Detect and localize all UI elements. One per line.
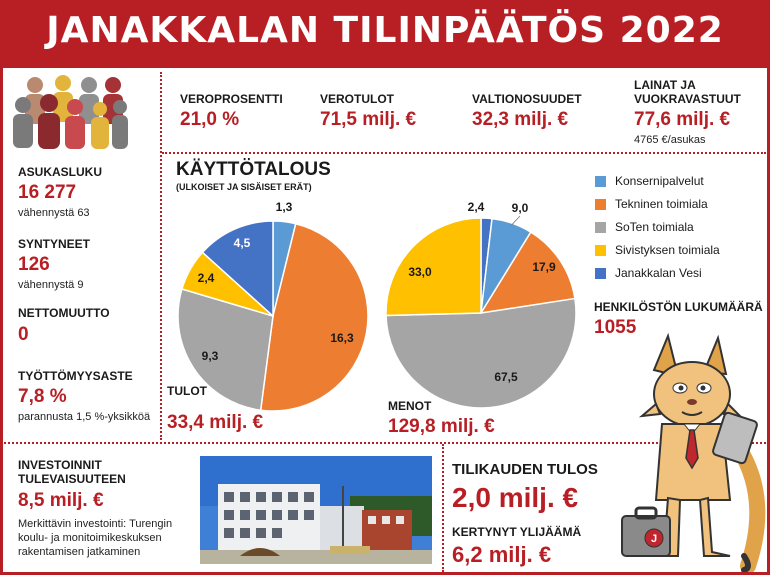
valtionosuudet-label: Valtionosuudet bbox=[472, 92, 582, 106]
investoinnit-note-line1: Merkittävin investointi: Turengin bbox=[18, 518, 173, 530]
asukasluku-value: 16 277 bbox=[18, 182, 77, 203]
header-bar bbox=[0, 0, 770, 68]
pie-label-1-2: 17,9 bbox=[532, 260, 556, 274]
divider-top-stats bbox=[162, 152, 766, 154]
veroprosentti-label: Veroprosentti bbox=[180, 92, 283, 106]
pie-label-1-4: 33,0 bbox=[408, 265, 432, 279]
kayttotalous-subtitle: (ulkoiset ja sisäiset erät) bbox=[176, 182, 312, 192]
people-icon bbox=[13, 75, 128, 149]
school-building-photo bbox=[200, 456, 432, 564]
pie-label-0-2: 9,3 bbox=[202, 349, 219, 363]
tilikauden-tulos-value: 2,0 milj. € bbox=[452, 482, 579, 513]
tyottomyys-value: 7,8 % bbox=[18, 386, 67, 407]
kertynyt-ylijaama-label: Kertynyt ylijäämä bbox=[452, 525, 582, 539]
veroprosentti-value: 21,0 % bbox=[180, 109, 240, 130]
nettomuutto-label: Nettomuutto bbox=[18, 306, 110, 320]
pie-label-1-1: 9,0 bbox=[512, 201, 529, 215]
divider-bottom bbox=[4, 442, 766, 444]
pie-label-0-4: 4,5 bbox=[234, 236, 251, 250]
divider-bottom-mid bbox=[442, 444, 444, 572]
briefcase-badge: J bbox=[651, 533, 657, 545]
tyottomyys-note: parannusta 1,5 %-yksikköä bbox=[18, 411, 151, 423]
pie-slice-0-4 bbox=[201, 220, 274, 318]
investoinnit-label-line1: Investoinnit bbox=[18, 458, 102, 472]
lainat-label-line2: vuokravastuut bbox=[634, 92, 741, 106]
henkilosto-label: Henkilöstön lukumäärä bbox=[594, 300, 763, 314]
tilikauden-tulos-label: Tilikauden tulos bbox=[452, 461, 598, 478]
investoinnit-value: 8,5 milj. € bbox=[18, 490, 104, 511]
lainat-note: 4765 €/asukas bbox=[634, 134, 706, 146]
pie-slice-1-4 bbox=[385, 217, 482, 317]
page-title: Janakkalan tilinpäätös 2022 bbox=[46, 10, 724, 51]
verotulot-value: 71,5 milj. € bbox=[320, 109, 417, 130]
legend-swatch bbox=[595, 268, 606, 279]
outer-frame bbox=[0, 68, 770, 575]
pie-label-0-1: 16,3 bbox=[330, 331, 354, 345]
nettomuutto-value: 0 bbox=[18, 324, 29, 345]
pie-slice-1-3 bbox=[385, 297, 577, 409]
divider-left bbox=[160, 72, 162, 440]
lainat-value: 77,6 milj. € bbox=[634, 109, 731, 130]
syntyneet-value: 126 bbox=[18, 254, 50, 275]
legend-label: SoTen toimiala bbox=[615, 220, 694, 234]
kertynyt-ylijaama-value: 6,2 milj. € bbox=[452, 542, 552, 567]
tulot-title: Tulot bbox=[167, 384, 207, 398]
legend-label: Konsernipalvelut bbox=[615, 174, 704, 188]
valtionosuudet-value: 32,3 milj. € bbox=[472, 109, 569, 130]
syntyneet-label: Syntyneet bbox=[18, 237, 91, 251]
menot-title: Menot bbox=[388, 399, 432, 413]
legend-swatch bbox=[595, 176, 606, 187]
pie-slice-0-1 bbox=[259, 222, 369, 412]
pie-slice-1-2 bbox=[479, 231, 576, 314]
pie-label-1-0: 2,4 bbox=[468, 200, 485, 214]
verotulot-label: Verotulot bbox=[320, 92, 394, 106]
tulot-total: 33,4 milj. € bbox=[167, 412, 264, 433]
pie-label-1-3: 67,5 bbox=[494, 370, 518, 384]
legend-swatch bbox=[595, 199, 606, 210]
pie-tulot: 1,3 16,3 9,3 2,4 4,5 bbox=[177, 200, 369, 412]
syntyneet-note: vähennystä 9 bbox=[18, 279, 84, 291]
lainat-label-line1: Lainat ja bbox=[634, 78, 696, 92]
pie-slice-0-2 bbox=[177, 288, 274, 412]
people-icon-front-row bbox=[13, 94, 128, 149]
legend-swatch bbox=[595, 245, 606, 256]
pie-leader-1-1 bbox=[511, 215, 521, 226]
asukasluku-note: vähennystä 63 bbox=[18, 207, 90, 219]
pie-label-0-3: 2,4 bbox=[198, 271, 215, 285]
legend-label: Janakkalan Vesi bbox=[615, 266, 702, 280]
kayttotalous-title: Käyttötalous bbox=[176, 159, 331, 180]
pie-label-0-0: 1,3 bbox=[276, 200, 293, 214]
tyottomyys-label: Työttömyysaste bbox=[18, 369, 133, 383]
legend-label: Tekninen toimiala bbox=[615, 197, 708, 211]
legend-label: Sivistyksen toimiala bbox=[615, 243, 720, 257]
asukasluku-label: Asukasluku bbox=[18, 165, 102, 179]
pie-menot: 2,4 9,0 17,9 67,5 33,0 bbox=[385, 200, 577, 409]
lynx-mascot-illustration: J bbox=[621, 332, 766, 572]
investoinnit-label-line2: tulevaisuuteen bbox=[18, 472, 126, 486]
henkilosto-value: 1055 bbox=[594, 317, 637, 338]
investoinnit-note-line3: rakentamisen jatkaminen bbox=[18, 546, 141, 558]
legend-swatch bbox=[595, 222, 606, 233]
investoinnit-note-line2: koulu- ja monitoimikeskuksen bbox=[18, 532, 162, 544]
menot-total: 129,8 milj. € bbox=[388, 416, 495, 437]
